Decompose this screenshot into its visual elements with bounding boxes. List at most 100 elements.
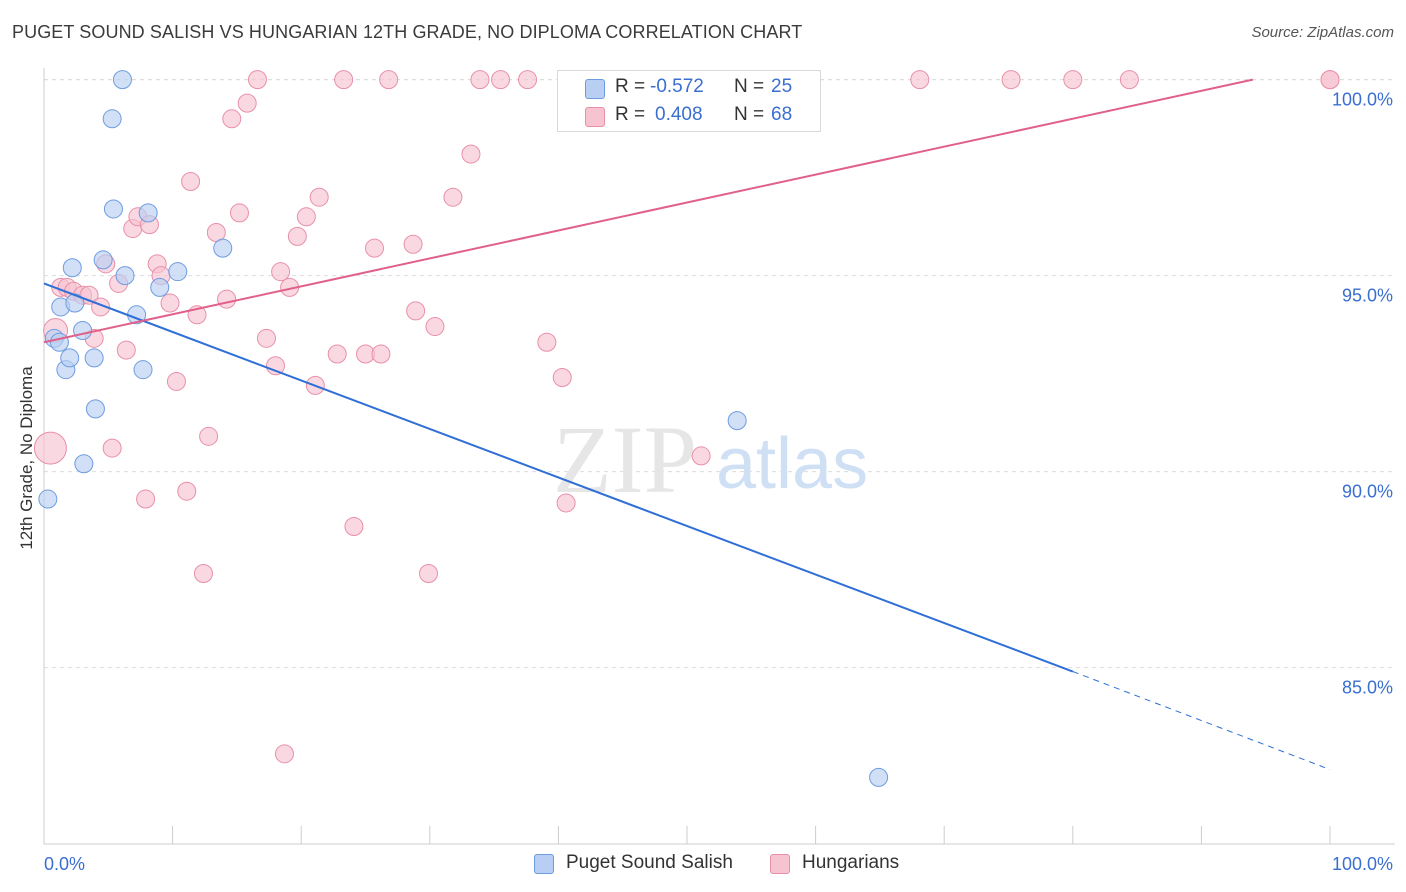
hungarian-point-57 bbox=[537, 332, 557, 352]
watermark-atlas: atlas bbox=[716, 424, 868, 504]
hungarian-point-25 bbox=[199, 426, 219, 446]
r-label: R = bbox=[615, 104, 646, 125]
puget-point-19 bbox=[138, 203, 158, 223]
hungarian-point-12 bbox=[116, 340, 136, 360]
puget-point-16 bbox=[115, 266, 135, 286]
grid-lines bbox=[44, 79, 1395, 669]
n-value: 68 bbox=[771, 104, 793, 125]
hungarian-point-48 bbox=[403, 234, 423, 254]
hungarians-trend-line bbox=[43, 78, 1254, 344]
source-label: Source: ZipAtlas.com bbox=[1251, 24, 1394, 41]
hungarian-point-37 bbox=[287, 226, 307, 246]
legend-swatch-puget bbox=[534, 854, 554, 874]
stats-row-puget: R = -0.572 N = 25 bbox=[558, 74, 820, 102]
correlation-stats-box: R = -0.572 N = 25 R = 0.408 N = 68 bbox=[557, 70, 821, 132]
n-value: 25 bbox=[771, 76, 793, 97]
hungarian-point-51 bbox=[425, 317, 445, 337]
puget-point-12 bbox=[93, 250, 113, 270]
hungarian-point-38 bbox=[296, 207, 316, 227]
puget-point-9 bbox=[74, 454, 94, 474]
hungarian-point-21 bbox=[177, 481, 197, 501]
hungarian-point-28 bbox=[222, 109, 242, 129]
puget-swatch bbox=[585, 79, 605, 99]
hungarian-point-59 bbox=[556, 493, 576, 513]
hungarian-point-10 bbox=[102, 438, 122, 458]
puget-point-13 bbox=[102, 109, 122, 129]
r-label: R = bbox=[615, 76, 646, 97]
puget-point-5 bbox=[60, 348, 80, 368]
x-tick-label-max: 100.0% bbox=[1332, 854, 1393, 874]
x-tick-label-min: 0.0% bbox=[44, 854, 85, 874]
hungarian-point-0 bbox=[33, 431, 67, 465]
puget-point-0 bbox=[38, 489, 58, 509]
hungarian-point-54 bbox=[470, 70, 490, 90]
hungarian-point-62 bbox=[910, 70, 930, 90]
legend-label-hungarians: Hungarians bbox=[802, 852, 900, 873]
watermark-zip: ZIP bbox=[553, 406, 697, 513]
hungarian-point-33 bbox=[265, 356, 285, 376]
y-tick-label-100: 100.0% bbox=[1332, 90, 1393, 110]
hungarian-point-47 bbox=[371, 344, 391, 364]
puget-point-18 bbox=[133, 360, 153, 380]
watermark: ZIP atlas bbox=[553, 406, 868, 513]
puget-point-20 bbox=[150, 277, 170, 297]
hungarian-point-67 bbox=[1320, 70, 1340, 90]
n-label: N = bbox=[734, 76, 765, 97]
puget-point-2 bbox=[49, 332, 69, 352]
hungarian-point-63 bbox=[1001, 70, 1021, 90]
puget-point-23 bbox=[727, 411, 747, 431]
hungarian-point-49 bbox=[406, 301, 426, 321]
puget-point-24 bbox=[869, 767, 889, 787]
legend-label-puget: Puget Sound Salish bbox=[566, 852, 733, 873]
hungarian-point-64 bbox=[1063, 70, 1083, 90]
y-tick-label-85: 85.0% bbox=[1342, 678, 1393, 698]
hungarian-point-55 bbox=[491, 70, 511, 90]
y-tick-labels: 85.0% 90.0% 95.0% 100.0% bbox=[1332, 90, 1393, 698]
hungarian-point-35 bbox=[274, 744, 294, 764]
y-tick-label-90: 90.0% bbox=[1342, 482, 1393, 502]
hungarian-point-56 bbox=[518, 70, 538, 90]
n-label: N = bbox=[734, 104, 765, 125]
hungarian-point-40 bbox=[309, 187, 329, 207]
hungarian-point-50 bbox=[419, 564, 439, 584]
puget-point-6 bbox=[62, 258, 82, 278]
y-tick-label-95: 95.0% bbox=[1342, 286, 1393, 306]
puget-point-22 bbox=[213, 238, 233, 258]
puget-point-21 bbox=[168, 262, 188, 282]
hungarian-point-19 bbox=[160, 293, 180, 313]
hungarian-point-24 bbox=[193, 564, 213, 584]
puget-sound-salish-points bbox=[38, 70, 889, 787]
hungarian-point-53 bbox=[461, 144, 481, 164]
hungarian-point-46 bbox=[379, 70, 399, 90]
puget-point-11 bbox=[85, 399, 105, 419]
hungarian-point-30 bbox=[237, 93, 257, 113]
puget-point-15 bbox=[112, 70, 132, 90]
hungarians-swatch bbox=[585, 107, 605, 127]
legend-swatch-hungarians bbox=[770, 854, 790, 874]
hungarian-point-29 bbox=[229, 203, 249, 223]
hungarian-point-32 bbox=[256, 328, 276, 348]
hungarian-point-31 bbox=[247, 70, 267, 90]
hungarian-point-27 bbox=[217, 289, 237, 309]
stats-row-hungarians: R = 0.408 N = 68 bbox=[558, 102, 820, 130]
hungarian-point-20 bbox=[166, 371, 186, 391]
hungarian-point-52 bbox=[443, 187, 463, 207]
hungarian-point-15 bbox=[136, 489, 156, 509]
r-value: -0.572 bbox=[650, 76, 704, 97]
puget-point-10 bbox=[84, 348, 104, 368]
hungarian-point-58 bbox=[552, 368, 572, 388]
y-axis-label: 12th Grade, No Diploma bbox=[17, 366, 36, 550]
axes bbox=[43, 68, 1395, 845]
puget-trend-line bbox=[43, 282, 1074, 673]
hungarian-point-22 bbox=[181, 172, 201, 192]
puget-point-8 bbox=[73, 320, 93, 340]
hungarian-point-45 bbox=[365, 238, 385, 258]
hungarian-point-42 bbox=[334, 70, 354, 90]
chart-title: PUGET SOUND SALISH VS HUNGARIAN 12TH GRA… bbox=[12, 22, 803, 42]
hungarian-point-34 bbox=[271, 262, 291, 282]
r-value: 0.408 bbox=[655, 104, 703, 125]
hungarian-point-60 bbox=[691, 446, 711, 466]
trend-lines bbox=[43, 78, 1331, 770]
puget-point-14 bbox=[103, 199, 123, 219]
hungarian-point-43 bbox=[344, 516, 364, 536]
